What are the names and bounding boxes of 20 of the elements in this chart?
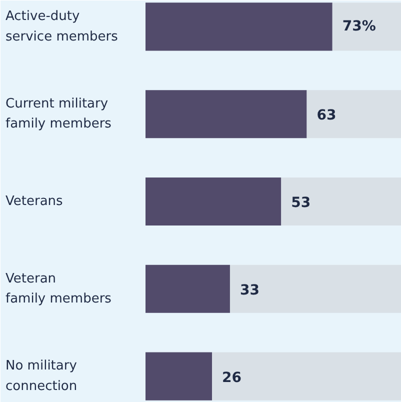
- y-tick-label: Veteran family members: [6, 271, 112, 307]
- data-label: 73%: [342, 18, 376, 35]
- y-tick-label: No military connection: [6, 358, 78, 394]
- y-tick-label: Active-duty service members: [6, 9, 118, 44]
- bar: [146, 352, 212, 400]
- bar: [230, 264, 401, 313]
- y-tick-label: Current military family members: [6, 96, 112, 132]
- data-label: 26: [222, 370, 242, 386]
- bar: [146, 2, 332, 51]
- y-tick-label: Veterans: [6, 194, 64, 209]
- bar: [146, 177, 282, 226]
- bar: [306, 90, 401, 138]
- data-label: 33: [240, 282, 260, 298]
- data-label: 53: [291, 195, 311, 211]
- bar: [332, 2, 401, 51]
- bar: [281, 177, 401, 226]
- bar: [212, 352, 401, 400]
- bar: [146, 90, 307, 138]
- data-label: 63: [316, 108, 336, 124]
- bar: [146, 264, 230, 313]
